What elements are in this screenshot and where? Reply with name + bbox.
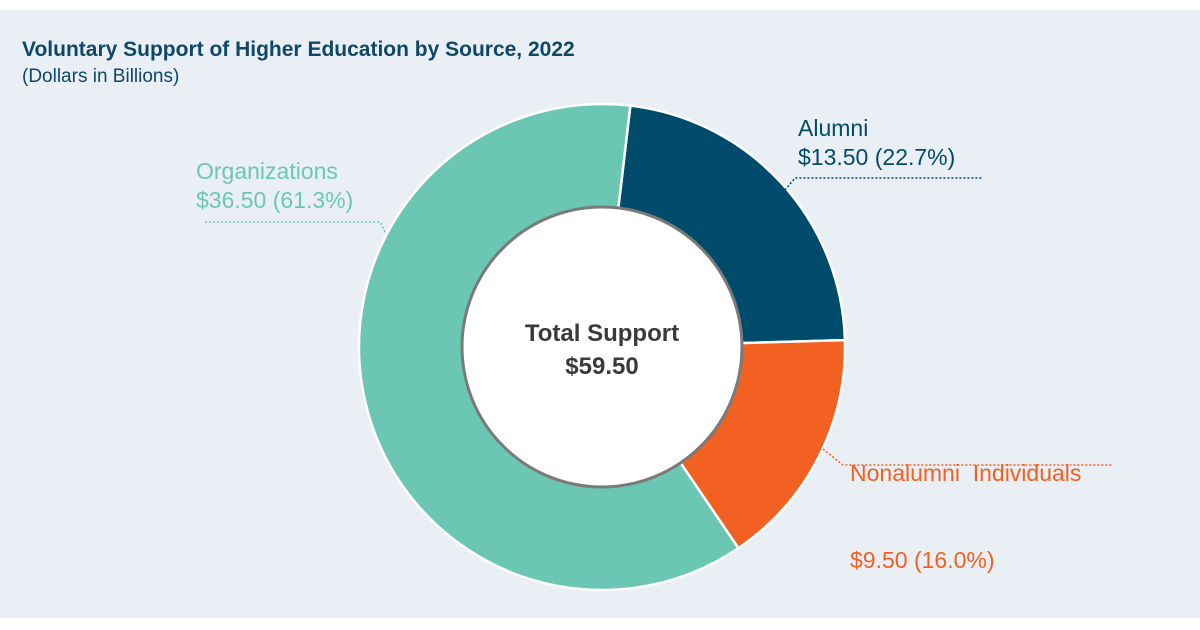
leader-line-organizations <box>203 221 386 233</box>
donut-hole <box>460 205 744 489</box>
slice-value: $36.50 (61.3%) <box>196 187 354 213</box>
slice-name: Organizations <box>196 158 338 184</box>
chart-subtitle: (Dollars in Billions) <box>22 66 180 87</box>
slice-name: Alumni <box>798 115 869 141</box>
label-organizations: Organizations $36.50 (61.3%) <box>196 157 353 215</box>
leader-line-alumni <box>784 177 983 191</box>
chart-title: Voluntary Support of Higher Education by… <box>22 38 575 61</box>
label-alumni: Alumni $13.50 (22.7%) <box>798 114 955 172</box>
slice-value: $13.50 (22.7%) <box>798 144 956 170</box>
slice-name: Nonalumni Individuals <box>850 460 1082 486</box>
slice-value: $9.50 (16.0%) <box>850 547 995 573</box>
center-label-title: Total Support <box>525 320 679 347</box>
leader-line-nonalumni <box>822 448 1113 466</box>
label-nonalumni: Nonalumni Individuals $9.50 (16.0%) <box>850 401 1081 604</box>
center-label-total: $59.50 <box>565 353 638 380</box>
